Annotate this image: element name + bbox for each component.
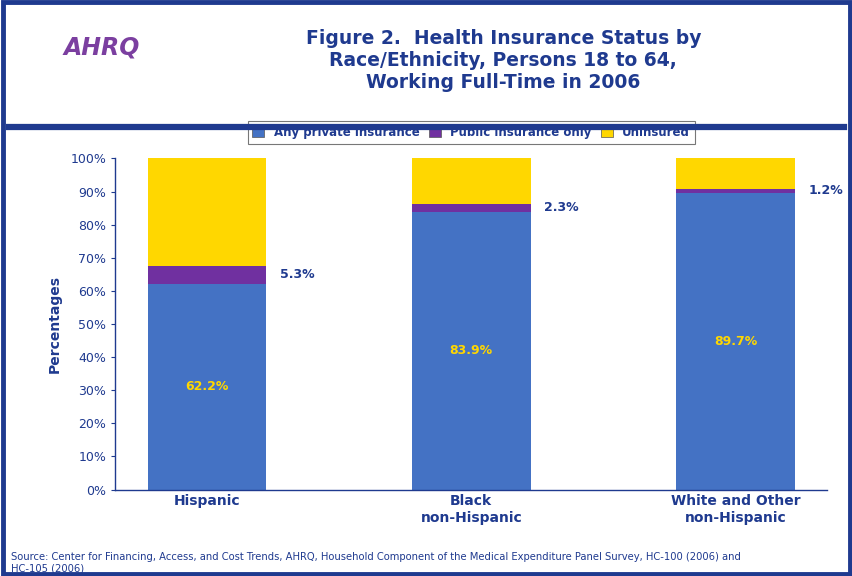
Bar <box>412 212 530 490</box>
Bar <box>147 266 266 283</box>
Text: 13.8%: 13.8% <box>449 175 492 188</box>
Text: Advancing
Excellence in
Health Care: Advancing Excellence in Health Care <box>68 73 135 103</box>
Bar <box>676 192 794 490</box>
Bar <box>412 158 530 204</box>
Bar <box>676 188 794 192</box>
Bar <box>147 283 266 490</box>
Text: 62.2%: 62.2% <box>185 380 228 393</box>
Text: 2.3%: 2.3% <box>544 202 578 214</box>
Text: Figure 2.  Health Insurance Status by
Race/Ethnicity, Persons 18 to 64,
Working : Figure 2. Health Insurance Status by Rac… <box>305 29 700 92</box>
Text: 32.6%: 32.6% <box>185 206 228 218</box>
Bar <box>676 158 794 188</box>
Bar <box>412 204 530 212</box>
Text: 5.3%: 5.3% <box>279 268 314 281</box>
Bar <box>147 158 266 266</box>
Text: 89.7%: 89.7% <box>713 335 757 347</box>
Legend: Any private insurance, Public insurance only, Uninsured: Any private insurance, Public insurance … <box>247 121 694 143</box>
Text: 1.2%: 1.2% <box>808 184 842 197</box>
Y-axis label: Percentages: Percentages <box>48 275 62 373</box>
Text: AHRQ: AHRQ <box>63 36 140 60</box>
Text: 9.1%: 9.1% <box>717 167 752 180</box>
Text: 83.9%: 83.9% <box>449 344 492 357</box>
Text: Source: Center for Financing, Access, and Cost Trends, AHRQ, Household Component: Source: Center for Financing, Access, an… <box>11 552 740 573</box>
